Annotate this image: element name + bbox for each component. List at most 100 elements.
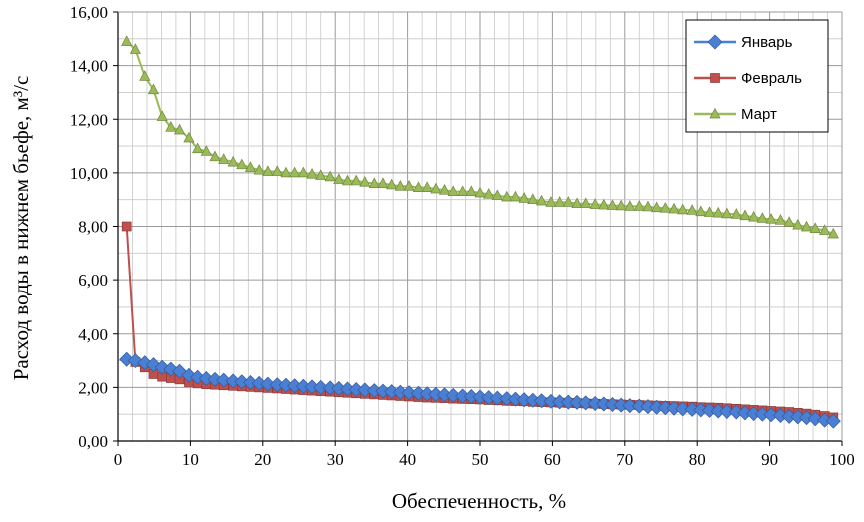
data-point xyxy=(554,196,566,207)
data-point xyxy=(675,401,691,417)
legend-label: Март xyxy=(741,106,777,123)
data-point xyxy=(192,142,204,154)
data-point xyxy=(438,184,451,195)
y-tick-label: 8,00 xyxy=(78,218,108,237)
data-point xyxy=(659,202,671,213)
data-point xyxy=(218,153,230,164)
data-point xyxy=(703,206,716,217)
data-point xyxy=(483,188,495,199)
data-point xyxy=(386,178,398,190)
series-layer xyxy=(119,35,841,429)
x-tick-label: 0 xyxy=(114,450,123,469)
legend-marker xyxy=(709,107,721,119)
data-point xyxy=(827,227,839,239)
data-point xyxy=(527,193,539,205)
y-tick-label: 6,00 xyxy=(78,271,108,290)
data-point xyxy=(578,395,594,411)
data-point xyxy=(227,155,239,167)
data-point xyxy=(491,189,503,201)
data-point xyxy=(598,198,610,210)
data-point xyxy=(147,83,160,95)
data-point xyxy=(209,150,221,162)
data-point xyxy=(792,218,804,230)
data-point xyxy=(341,174,354,186)
data-point xyxy=(253,163,265,175)
data-point xyxy=(357,382,373,398)
x-tick-label: 20 xyxy=(254,450,271,469)
data-point xyxy=(183,131,195,143)
data-point xyxy=(297,166,309,178)
data-point xyxy=(534,393,550,409)
data-point xyxy=(430,182,442,194)
x-tick-label: 70 xyxy=(616,450,633,469)
data-point xyxy=(289,166,301,178)
x-tick-label: 90 xyxy=(761,450,778,469)
series-3 xyxy=(121,35,839,239)
legend-item: Январь xyxy=(694,34,793,51)
legend-label: Февраль xyxy=(741,70,802,87)
legend-marker xyxy=(707,34,723,50)
data-point xyxy=(394,180,406,191)
data-point xyxy=(173,123,186,135)
data-point xyxy=(535,194,548,206)
data-point xyxy=(368,177,380,188)
legend-marker xyxy=(710,73,720,83)
legend-label: Январь xyxy=(741,34,793,51)
data-point xyxy=(324,170,336,182)
data-point xyxy=(501,190,513,202)
data-point xyxy=(825,413,841,429)
data-point xyxy=(721,207,733,219)
data-point xyxy=(719,404,735,420)
data-point xyxy=(260,376,276,392)
data-point xyxy=(730,208,742,219)
x-axis-label: Обеспеченность, % xyxy=(392,489,566,513)
data-point xyxy=(121,221,132,232)
x-tick-label: 100 xyxy=(829,450,855,469)
data-point xyxy=(421,181,433,192)
y-tick-label: 10,00 xyxy=(70,164,108,183)
data-point xyxy=(447,185,459,196)
data-point xyxy=(165,121,177,132)
y-tick-label: 4,00 xyxy=(78,325,108,344)
data-point xyxy=(765,213,777,224)
data-point xyxy=(695,205,707,217)
data-point xyxy=(807,411,823,427)
data-point xyxy=(642,200,654,212)
data-point xyxy=(800,220,813,232)
axes xyxy=(113,11,843,446)
data-point xyxy=(359,176,371,187)
data-point xyxy=(412,181,425,192)
data-point xyxy=(606,199,619,210)
data-point xyxy=(474,186,486,198)
data-point xyxy=(774,214,787,225)
data-point xyxy=(156,110,168,121)
data-point xyxy=(783,216,795,227)
data-point xyxy=(571,197,583,209)
x-tick-label: 30 xyxy=(327,450,344,469)
data-point xyxy=(445,387,461,403)
data-point xyxy=(216,372,232,388)
data-point xyxy=(465,185,477,196)
data-point xyxy=(244,161,257,172)
data-point xyxy=(686,204,698,215)
data-point xyxy=(809,222,821,233)
y-axis-label: Расход воды в нижнем бьефе, м³/с xyxy=(9,76,33,381)
data-point xyxy=(545,196,557,207)
y-tick-label: 2,00 xyxy=(78,378,108,397)
x-tick-label: 40 xyxy=(399,450,416,469)
series-1 xyxy=(119,351,841,429)
data-point xyxy=(139,70,151,81)
y-tick-label: 14,00 xyxy=(70,57,108,76)
data-point xyxy=(677,203,689,215)
data-point xyxy=(129,43,141,54)
data-point xyxy=(489,390,505,406)
data-point xyxy=(121,35,133,46)
data-point xyxy=(313,379,329,395)
data-point xyxy=(622,398,638,414)
data-point xyxy=(819,224,831,235)
data-point xyxy=(271,165,283,176)
x-tick-label: 60 xyxy=(544,450,561,469)
data-point xyxy=(350,174,362,186)
data-point xyxy=(668,202,680,214)
